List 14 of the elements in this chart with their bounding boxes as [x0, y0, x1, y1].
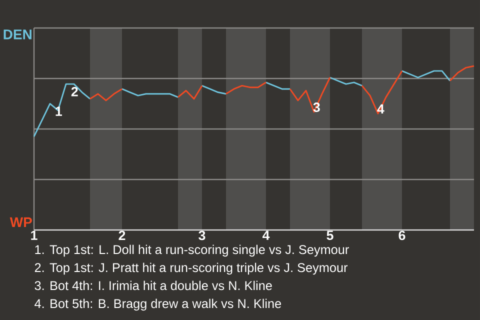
text: 1. Top 1st: L. Doll hit a run-scoring single vs J. Seymour	[35, 244, 349, 257]
annotation: 1	[56, 106, 62, 116]
text: 2. Top 1st: J. Pratt hit a run-scoring triple vs J. Seymour	[34, 262, 348, 275]
text: DEN	[4, 30, 32, 40]
text: 3. Bot 4th: I. Irimia hit a double vs N. Kline	[34, 280, 272, 290]
text: 4. Bot 5th: B. Bragg drew a walk vs N. Kline	[34, 298, 282, 311]
x-tick-label: 1	[31, 230, 38, 240]
x-tick-label: 5	[326, 230, 334, 240]
text: WP	[10, 217, 32, 228]
x-tick-label: 3	[198, 230, 206, 240]
x-tick-label: 6	[398, 230, 406, 240]
x-tick-label: 2	[118, 230, 126, 240]
x-tick-label: 4	[262, 230, 270, 240]
annotation: 2	[71, 87, 78, 96]
